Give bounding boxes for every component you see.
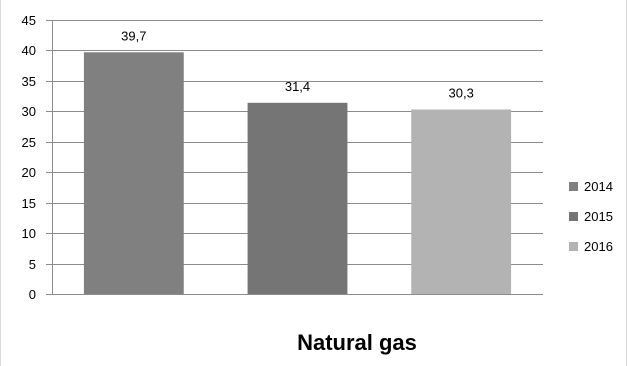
legend: 2014 2015 2016 (569, 179, 613, 254)
bar-2016 (411, 109, 512, 294)
y-tick-label: 20 (22, 165, 36, 180)
y-tick-label: 30 (22, 104, 36, 119)
y-axis: 0 5 10 15 20 25 30 35 40 45 (22, 13, 53, 302)
bar-2014 (83, 52, 184, 294)
chart-title: Natural gas (297, 330, 417, 355)
y-tick-label: 25 (22, 135, 36, 150)
y-tick-label: 45 (22, 13, 36, 28)
legend-label-2016: 2016 (584, 239, 613, 254)
y-tick-label: 40 (22, 43, 36, 58)
data-label-2014: 39,7 (121, 28, 146, 43)
y-tick-label: 10 (22, 226, 36, 241)
legend-label-2015: 2015 (584, 209, 613, 224)
y-tick-label: 35 (22, 74, 36, 89)
legend-swatch-2016 (569, 242, 578, 251)
y-tick-label: 0 (29, 287, 36, 302)
legend-swatch-2014 (569, 182, 578, 191)
bar-2015 (247, 102, 348, 294)
data-label-2016: 30,3 (449, 86, 474, 101)
y-tick-label: 15 (22, 196, 36, 211)
data-labels: 39,7 31,4 30,3 (121, 28, 474, 100)
data-label-2015: 31,4 (285, 79, 310, 94)
y-tick-label: 5 (29, 257, 36, 272)
legend-label-2014: 2014 (584, 179, 613, 194)
legend-swatch-2015 (569, 212, 578, 221)
bars (83, 52, 512, 294)
